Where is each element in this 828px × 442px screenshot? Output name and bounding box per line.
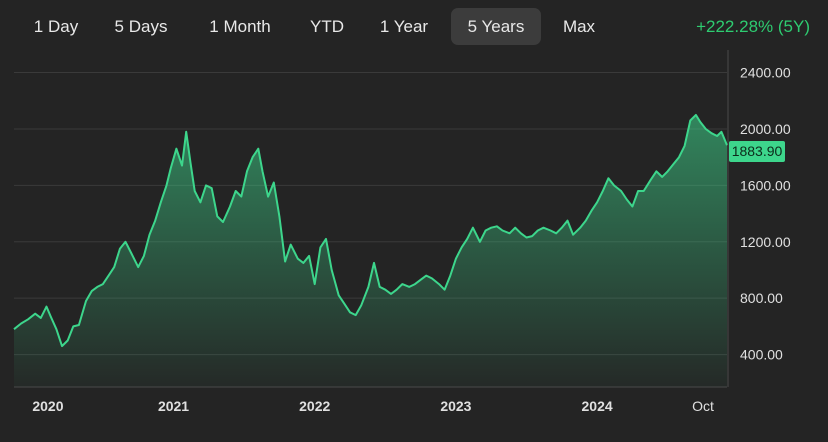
range-tab-5-years[interactable]: 5 Years [451,8,541,45]
range-tab-1-year[interactable]: 1 Year [379,17,429,36]
x-tick-label: 2022 [299,398,330,414]
range-tab-1-day[interactable]: 1 Day [33,17,79,36]
range-tab-max[interactable]: Max [562,17,596,36]
percent-change-value: +222.28% [696,17,774,36]
range-tab-1-month[interactable]: 1 Month [209,17,271,36]
series-area [14,114,727,388]
time-range-selector: 1 Day 5 Days 1 Month YTD 1 Year 5 Years Max [0,8,828,46]
range-tab-5-days[interactable]: 5 Days [114,17,168,36]
series-line [13,113,728,348]
percent-change: +222.28% (5Y) [696,8,810,45]
y-tick-label: 2400.00 [740,65,791,81]
y-tick-label: 800.00 [740,290,783,306]
current-price-tag: 1883.90 [729,141,785,162]
x-tick-label: 2024 [582,398,613,414]
x-tick-label: Oct [692,398,714,414]
percent-change-period: (5Y) [777,17,810,36]
x-tick-label: 2023 [440,398,471,414]
y-tick-label: 400.00 [740,347,783,363]
range-tab-ytd[interactable]: YTD [310,17,344,36]
y-tick-label: 2000.00 [740,121,791,137]
y-tick-label: 1600.00 [740,177,791,193]
x-tick-label: 2020 [32,398,63,414]
y-tick-label: 1200.00 [740,234,791,250]
x-tick-label: 2021 [158,398,189,414]
